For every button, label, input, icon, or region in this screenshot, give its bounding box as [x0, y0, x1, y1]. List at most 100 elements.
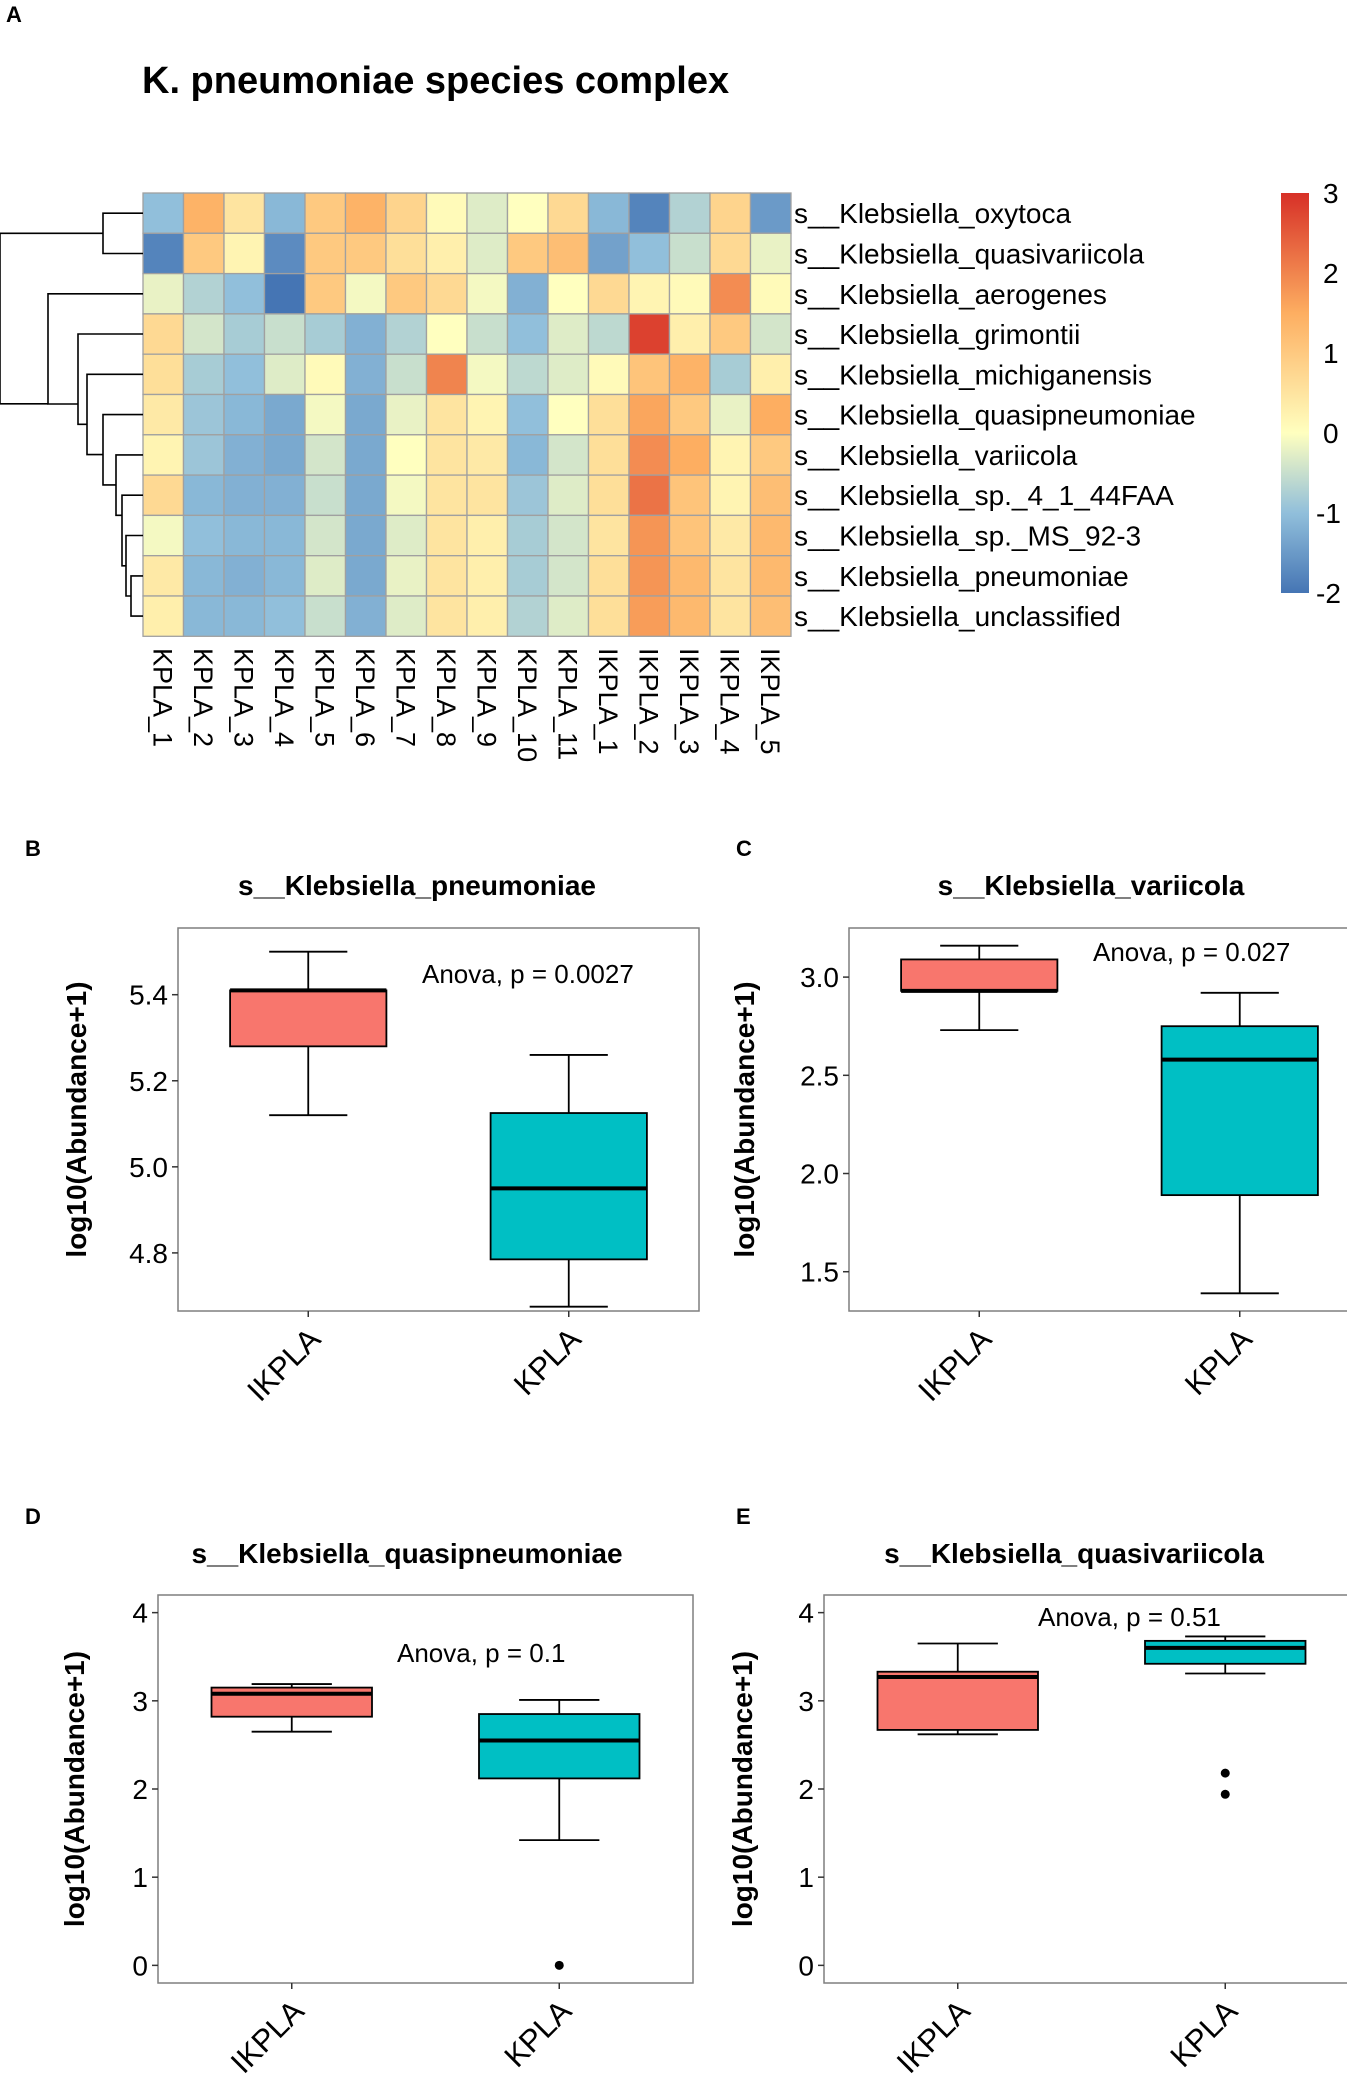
- panel-letter-a: A: [6, 2, 22, 27]
- dendrogram-branch: [130, 575, 143, 617]
- heatmap-cell: [547, 192, 590, 234]
- heatmap-cell: [668, 555, 711, 597]
- heatmap-cell: [425, 353, 468, 396]
- heatmap-cell: [668, 393, 711, 436]
- heatmap-cell: [263, 514, 306, 557]
- y-tick-label: 4: [132, 1598, 148, 1629]
- heatmap-cell: [709, 353, 752, 396]
- y-tick-label: 2.0: [800, 1159, 839, 1190]
- heatmap-cell: [263, 353, 306, 396]
- heatmap-cell: [385, 514, 428, 557]
- heatmap-cell: [263, 434, 306, 476]
- anova-annotation: Anova, p = 0.0027: [422, 959, 634, 989]
- heatmap-row-label: s__Klebsiella_aerogenes: [794, 279, 1107, 310]
- y-tick-label: 2.5: [800, 1060, 839, 1091]
- heatmap: [142, 192, 792, 637]
- heatmap-cell: [587, 353, 630, 396]
- heatmap-cell: [142, 192, 185, 234]
- heatmap-cell: [182, 393, 225, 436]
- heatmap-cell: [142, 434, 185, 476]
- heatmap-cell: [506, 514, 549, 557]
- y-tick-label: 1.5: [800, 1257, 839, 1288]
- heatmap-cell: [344, 555, 387, 597]
- heatmap-cell: [142, 313, 185, 355]
- panel-letter: E: [736, 1504, 751, 1529]
- heatmap-cell: [668, 434, 711, 476]
- heatmap-row-label: s__Klebsiella_sp._MS_92-3: [794, 521, 1141, 552]
- heatmap-col-label: KPLA_5: [309, 648, 339, 747]
- heatmap-col-label: KPLA_2: [188, 648, 218, 747]
- heatmap-cell: [749, 232, 792, 275]
- y-tick-label: 2: [798, 1774, 814, 1805]
- heatmap-cell: [425, 313, 468, 355]
- heatmap-cell: [466, 595, 509, 637]
- heatmap-col-label: KPLA_9: [471, 648, 501, 747]
- colorbar-legend: 3 2 1 0 -1 -2: [1281, 178, 1341, 609]
- heatmap-cell: [587, 272, 630, 315]
- heatmap-cell: [223, 353, 266, 396]
- dendrogram-branch: [86, 373, 143, 456]
- dendrogram-branch: [77, 333, 143, 426]
- heatmap-cell: [709, 192, 752, 234]
- heatmap-cell: [587, 232, 630, 275]
- y-tick-label: 0: [798, 1950, 814, 1981]
- heatmap-col-label: KPLA_3: [228, 648, 258, 747]
- colorbar-gradient: [1281, 193, 1309, 593]
- outlier-point: [1220, 1768, 1230, 1778]
- heatmap-cell: [506, 434, 549, 476]
- heatmap-cell: [506, 555, 549, 597]
- heatmap-cell: [344, 313, 387, 355]
- heatmap-cell: [628, 514, 671, 557]
- heatmap-row-label: s__Klebsiella_michiganensis: [794, 359, 1152, 390]
- heatmap-row-label: s__Klebsiella_grimontii: [794, 319, 1080, 350]
- heatmap-cell: [628, 555, 671, 597]
- heatmap-cell: [668, 272, 711, 315]
- panel-letter: C: [736, 836, 752, 861]
- dendrogram-branch: [115, 454, 143, 517]
- dendrogram-branch: [47, 292, 143, 405]
- heatmap-cell: [749, 555, 792, 597]
- heatmap-cell: [425, 272, 468, 315]
- heatmap-cell: [628, 232, 671, 275]
- heatmap-cell: [749, 192, 792, 234]
- boxplot-panel-c: Cs__Klebsiella_variicola 1.5 2.0 2.5 3.0 log1…: [729, 836, 1347, 1408]
- heatmap-cell: [304, 555, 347, 597]
- box-kpla: [489, 1112, 648, 1261]
- heatmap-cell: [668, 232, 711, 275]
- heatmap-cell: [385, 192, 428, 234]
- y-tick-label: 3.0: [800, 962, 839, 993]
- x-tick-label: IKPLA: [911, 1321, 998, 1408]
- heatmap-cell: [466, 353, 509, 396]
- heatmap-cell: [425, 434, 468, 476]
- heatmap-cell: [263, 192, 306, 234]
- heatmap-cell: [182, 272, 225, 315]
- x-tick-label: IKPLA: [890, 1993, 977, 2078]
- anova-annotation: Anova, p = 0.1: [397, 1638, 565, 1668]
- boxplot-panel-d: Ds__Klebsiella_quasipneumoniae 0 1 2 3 4 log10…: [25, 1504, 694, 2078]
- heatmap-cell: [668, 474, 711, 517]
- heatmap-cell: [668, 595, 711, 637]
- heatmap-cell: [749, 393, 792, 436]
- x-tick-label: KPLA: [1178, 1321, 1259, 1402]
- heatmap-cell: [425, 555, 468, 597]
- heatmap-cell: [385, 393, 428, 436]
- dendrogram-branch: [102, 212, 143, 255]
- heatmap-cell: [668, 353, 711, 396]
- heatmap-cell: [385, 595, 428, 637]
- heatmap-cell: [587, 514, 630, 557]
- heatmap-cell: [628, 595, 671, 637]
- heatmap-col-label: IKPLA_2: [633, 648, 663, 755]
- heatmap-cell: [547, 393, 590, 436]
- heatmap-cell: [749, 313, 792, 355]
- heatmap-cell: [587, 313, 630, 355]
- y-tick-label: 3: [132, 1686, 148, 1717]
- heatmap-cell: [344, 232, 387, 275]
- y-axis-label: log10(Abundance+1): [729, 981, 760, 1257]
- heatmap-cell: [547, 514, 590, 557]
- colorbar-tick-label: 0: [1323, 418, 1339, 449]
- heatmap-cell: [385, 232, 428, 275]
- heatmap-cell: [344, 272, 387, 315]
- heatmap-cell: [223, 313, 266, 355]
- heatmap-cell: [466, 393, 509, 436]
- heatmap-cell: [142, 393, 185, 436]
